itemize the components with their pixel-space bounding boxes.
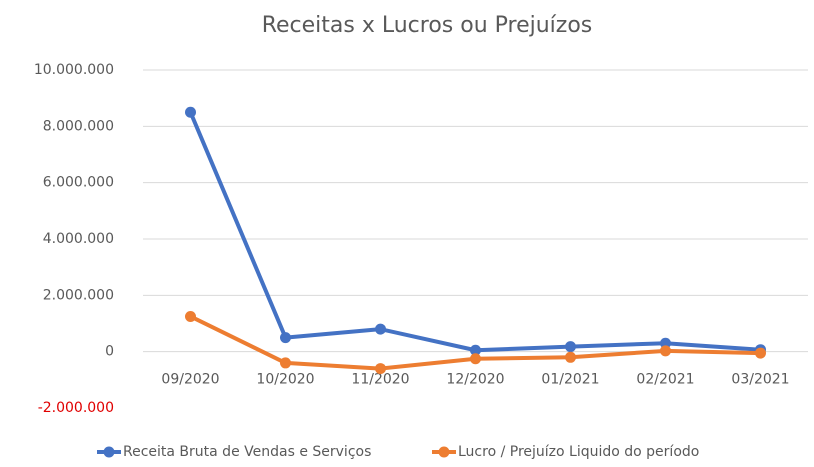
data-point xyxy=(470,353,481,365)
y-tick-label: 4.000.000 xyxy=(43,231,114,247)
y-tick-label: 0 xyxy=(105,344,114,360)
data-point xyxy=(660,345,671,357)
y-tick-label: 10.000.000 xyxy=(34,62,114,78)
x-tick-label: 09/2020 xyxy=(161,372,219,388)
x-tick-label: 10/2020 xyxy=(256,372,314,388)
data-point xyxy=(375,323,386,335)
data-point xyxy=(565,341,576,353)
x-tick-label: 11/2020 xyxy=(351,372,409,388)
data-point xyxy=(470,344,481,356)
x-tick-label: 03/2021 xyxy=(731,372,789,388)
x-tick-label: 02/2021 xyxy=(636,372,694,388)
chart-title: Receitas x Lucros ou Prejuízos xyxy=(262,13,593,38)
data-point xyxy=(660,337,671,349)
x-tick-label: 12/2020 xyxy=(446,372,504,388)
legend-marker xyxy=(438,446,450,458)
y-tick-label: 8.000.000 xyxy=(43,118,114,134)
y-tick-label: -2.000.000 xyxy=(38,400,114,416)
data-point xyxy=(280,332,291,344)
data-point xyxy=(280,357,291,369)
data-point xyxy=(185,310,196,322)
data-point xyxy=(185,106,196,118)
y-tick-label: 2.000.000 xyxy=(43,287,114,303)
series-line xyxy=(188,111,761,353)
legend-label: Lucro / Prejuízo Liquido do período xyxy=(458,444,699,460)
data-point xyxy=(755,347,766,359)
legend-marker xyxy=(103,446,115,458)
x-tick-label: 01/2021 xyxy=(541,372,599,388)
y-tick-label: 6.000.000 xyxy=(43,175,114,191)
data-point xyxy=(375,363,386,375)
legend-label: Receita Bruta de Vendas e Serviços xyxy=(123,444,371,460)
data-point xyxy=(565,351,576,363)
